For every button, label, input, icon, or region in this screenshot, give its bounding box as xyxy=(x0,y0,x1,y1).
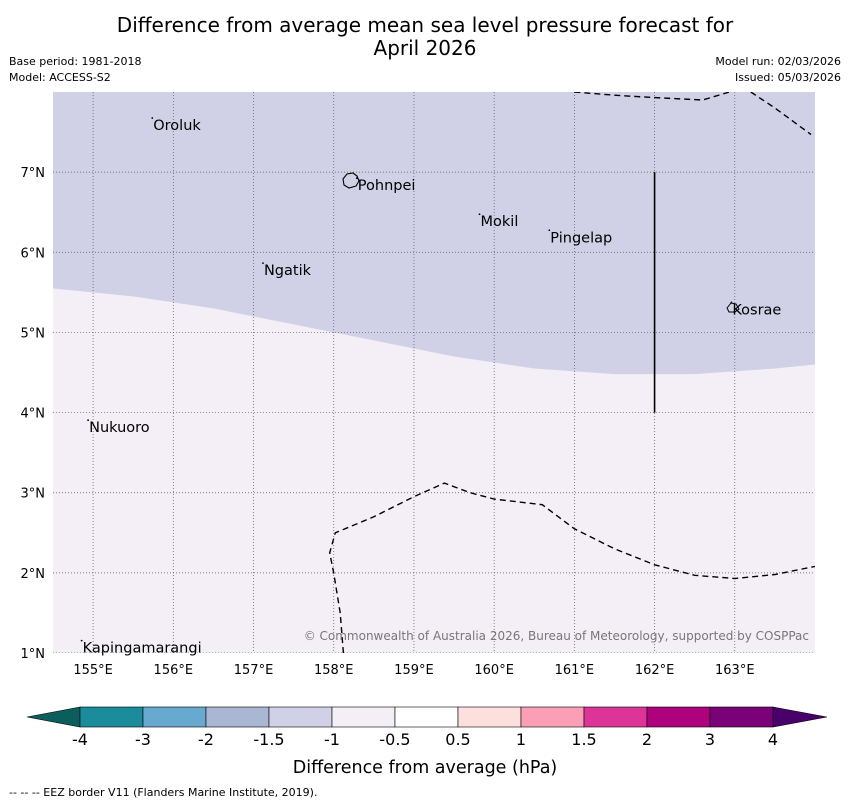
colorbar-swatch xyxy=(268,706,333,728)
place-label-kapingamarangi: Kapingamarangi xyxy=(83,641,202,657)
colorbar-swatch xyxy=(142,706,207,728)
colorbar-swatch xyxy=(520,706,585,728)
lat-tick-label: 5°N xyxy=(21,326,46,341)
lon-tick-label: 160°E xyxy=(474,663,514,678)
colorbar-tick-label: 1 xyxy=(516,730,526,749)
place-label-oroluk: Oroluk xyxy=(153,118,201,134)
island-marker xyxy=(151,117,154,119)
island-marker xyxy=(478,213,481,216)
lat-tick-label: 7°N xyxy=(21,166,46,181)
island-marker xyxy=(87,419,89,422)
colorbar-tick-label: -1 xyxy=(324,730,340,749)
colorbar-swatch xyxy=(709,706,774,728)
colorbar-swatch xyxy=(394,706,459,728)
colorbar-tick-label: -4 xyxy=(72,730,88,749)
colorbar-swatch xyxy=(79,706,144,728)
lon-tick-label: 158°E xyxy=(314,663,354,678)
map-title-line2: April 2026 xyxy=(373,36,477,60)
lon-tick-label: 157°E xyxy=(234,663,274,678)
axis-ticks: 155°E 156°E 157°E 158°E 159°E 160°E 161°E 162°E… xyxy=(21,166,755,678)
colorbar-swatch xyxy=(331,706,396,728)
eez-borders xyxy=(328,92,815,653)
colorbar-label: Difference from average (hPa) xyxy=(293,758,558,778)
lon-tick-label: 162°E xyxy=(635,663,675,678)
lat-tick-label: 6°N xyxy=(21,246,46,261)
pohnpei-outline xyxy=(342,172,360,189)
map-title-line1: Difference from average mean sea level p… xyxy=(116,13,734,37)
copyright-label: © Commonwealth of Australia 2026, Bureau… xyxy=(304,629,809,643)
eez-border-line xyxy=(328,482,815,653)
colorbar: -4 -3 -2 -1.5 -1 -0.5 0.5 1 1.5 2 3 4 xyxy=(26,706,828,749)
colorbar-swatch xyxy=(646,706,711,728)
colorbar-tick-label: 0.5 xyxy=(445,730,470,749)
eez-border-line xyxy=(574,92,732,101)
place-labels: Oroluk Pohnpei Mokil Pingelap Ngatik Kosrae Nu… xyxy=(80,117,781,657)
eez-footnote: -- -- -- EEZ border V11 (Flanders Marine… xyxy=(9,786,318,799)
zone-minus-1.5-to-minus-1 xyxy=(53,92,815,375)
colorbar-tick-label: 2 xyxy=(642,730,652,749)
lon-tick-label: 163°E xyxy=(715,663,755,678)
lon-tick-label: 159°E xyxy=(394,663,434,678)
island-marker xyxy=(730,301,733,304)
place-label-mokil: Mokil xyxy=(481,214,519,230)
model-run-label: Model run: 02/03/2026 xyxy=(715,55,841,68)
colorbar-tick-label: -1.5 xyxy=(253,730,284,749)
place-label-ngatik: Ngatik xyxy=(264,263,312,279)
island-marker xyxy=(548,229,551,232)
graticule xyxy=(53,92,815,653)
model-label: Model: ACCESS-S2 xyxy=(9,71,111,84)
lon-tick-label: 156°E xyxy=(154,663,194,678)
colorbar-swatch xyxy=(583,706,648,728)
colorbar-tick-label: 3 xyxy=(705,730,715,749)
lon-tick-label: 161°E xyxy=(555,663,595,678)
issued-label: Issued: 05/03/2026 xyxy=(734,71,841,84)
place-label-kosrae: Kosrae xyxy=(732,302,781,318)
place-label-nukuoro: Nukuoro xyxy=(89,420,150,436)
place-label-pingelap: Pingelap xyxy=(550,230,612,246)
colorbar-under-arrow xyxy=(26,706,81,728)
lat-tick-label: 2°N xyxy=(21,567,46,582)
colorbar-tick-label: 1.5 xyxy=(571,730,596,749)
island-marker xyxy=(80,639,83,642)
island-marker xyxy=(355,177,358,180)
colorbar-tick-label: -2 xyxy=(198,730,214,749)
colorbar-over-arrow xyxy=(772,706,828,728)
lat-tick-label: 4°N xyxy=(21,407,46,422)
lat-tick-label: 1°N xyxy=(21,647,46,662)
colorbar-tick-label: -3 xyxy=(135,730,151,749)
colorbar-swatch xyxy=(457,706,522,728)
island-marker xyxy=(262,262,264,265)
place-label-pohnpei: Pohnpei xyxy=(358,178,416,194)
lat-tick-label: 3°N xyxy=(21,487,46,502)
colorbar-tick-label: -0.5 xyxy=(379,730,410,749)
base-period-label: Base period: 1981-2018 xyxy=(9,55,142,68)
colorbar-swatch xyxy=(205,706,270,728)
lon-tick-label: 155°E xyxy=(73,663,113,678)
colorbar-tick-label: 4 xyxy=(768,730,778,749)
